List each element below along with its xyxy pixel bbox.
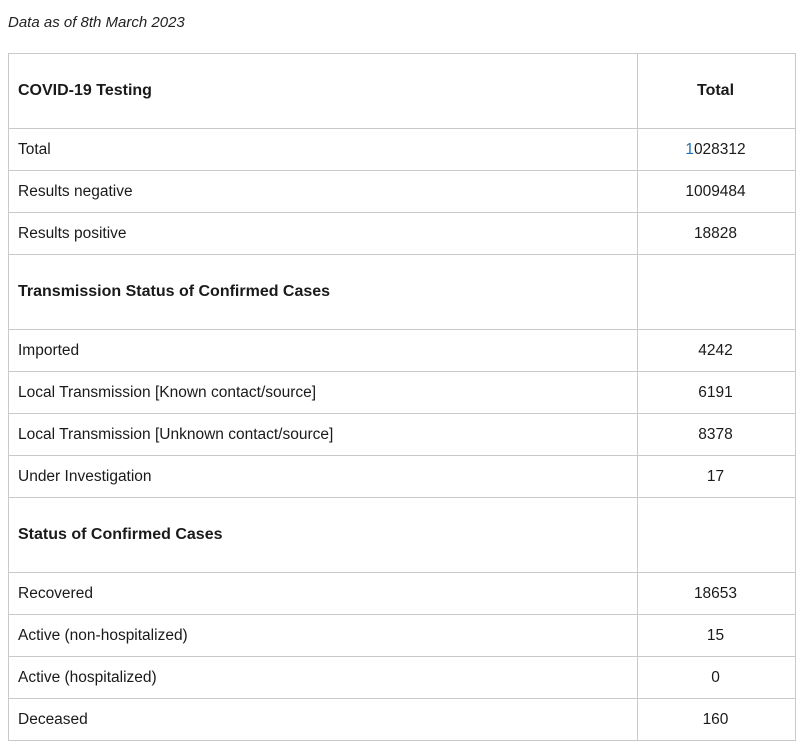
row-value: 160 — [637, 698, 796, 741]
table-header-row: COVID-19 Testing Total — [8, 53, 796, 129]
row-value: 6191 — [637, 371, 796, 414]
data-as-of-note: Data as of 8th March 2023 — [8, 14, 185, 31]
row-label: Recovered — [8, 572, 638, 615]
table-row: Imported 4242 — [8, 329, 796, 372]
row-label: Under Investigation — [8, 455, 638, 498]
table-row: Active (non-hospitalized) 15 — [8, 614, 796, 657]
row-value: 8378 — [637, 413, 796, 456]
row-label: Imported — [8, 329, 638, 372]
row-value: 1009484 — [637, 170, 796, 213]
table-row: Under Investigation 17 — [8, 455, 796, 498]
section-title-status: Status of Confirmed Cases — [8, 497, 638, 573]
table-row: Local Transmission [Unknown contact/sour… — [8, 413, 796, 456]
row-label: Active (non-hospitalized) — [8, 614, 638, 657]
table-row: Results positive 18828 — [8, 212, 796, 255]
header-total: Total — [637, 53, 796, 129]
row-value: 17 — [637, 455, 796, 498]
table-row: Deceased 160 — [8, 698, 796, 741]
section-empty-cell — [637, 254, 796, 330]
row-value: 18653 — [637, 572, 796, 615]
section-header-transmission: Transmission Status of Confirmed Cases — [8, 254, 796, 330]
value-total-rest-digits: 028312 — [693, 140, 746, 158]
row-label: Active (hospitalized) — [8, 656, 638, 699]
row-value: 15 — [637, 614, 796, 657]
table-row: Active (hospitalized) 0 — [8, 656, 796, 699]
value-total-first-digit: 1 — [685, 140, 694, 158]
section-header-status: Status of Confirmed Cases — [8, 497, 796, 573]
row-label: Local Transmission [Known contact/source… — [8, 371, 638, 414]
table-row: Results negative 1009484 — [8, 170, 796, 213]
row-label: Results positive — [8, 212, 638, 255]
section-title-transmission: Transmission Status of Confirmed Cases — [8, 254, 638, 330]
section-empty-cell — [637, 497, 796, 573]
row-value: 0 — [637, 656, 796, 699]
row-label-total: Total — [8, 128, 638, 171]
table-row: Total 1028312 — [8, 128, 796, 171]
header-covid-testing: COVID-19 Testing — [8, 53, 638, 129]
row-label: Local Transmission [Unknown contact/sour… — [8, 413, 638, 456]
row-label: Deceased — [8, 698, 638, 741]
row-value-total: 1028312 — [637, 128, 796, 171]
row-value: 4242 — [637, 329, 796, 372]
row-value: 18828 — [637, 212, 796, 255]
table-row: Recovered 18653 — [8, 572, 796, 615]
table-row: Local Transmission [Known contact/source… — [8, 371, 796, 414]
covid-testing-table: COVID-19 Testing Total Total 1028312 Res… — [8, 53, 796, 741]
row-label: Results negative — [8, 170, 638, 213]
